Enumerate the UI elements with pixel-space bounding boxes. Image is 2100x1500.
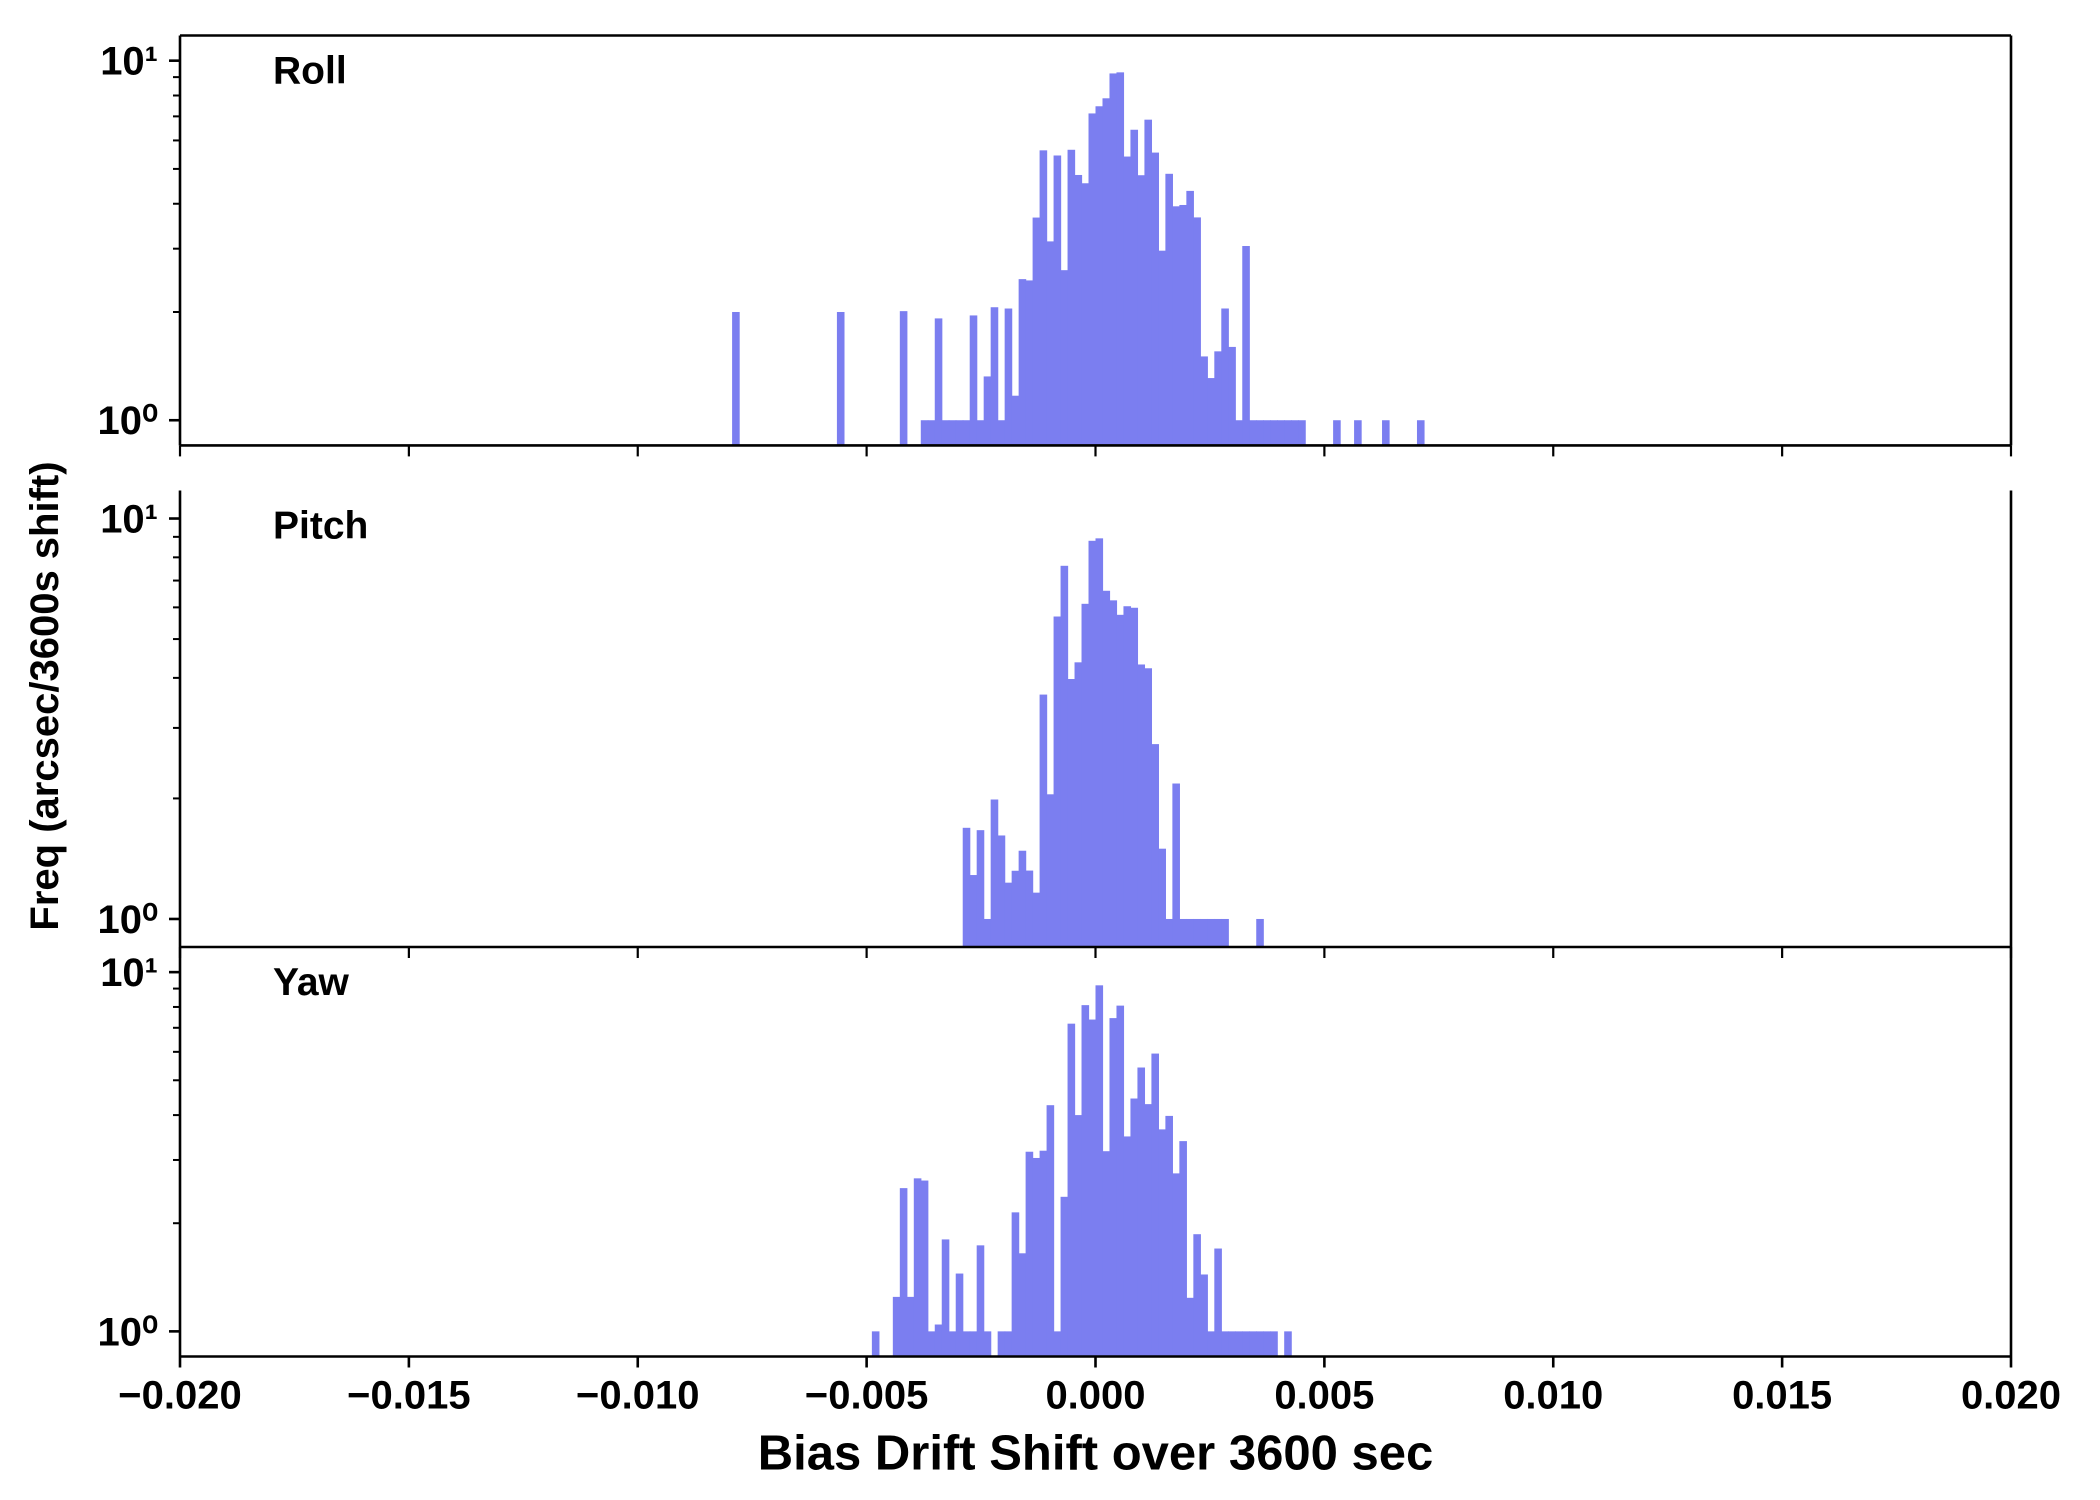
- svg-text:Yaw: Yaw: [273, 961, 350, 1004]
- svg-text:−0.015: −0.015: [347, 1374, 470, 1418]
- svg-text:0.015: 0.015: [1732, 1374, 1832, 1418]
- svg-text:Pitch: Pitch: [273, 505, 368, 548]
- svg-text:Freq (arcsec/3600s shift): Freq (arcsec/3600s shift): [23, 461, 67, 930]
- svg-text:0.010: 0.010: [1503, 1374, 1603, 1418]
- svg-text:0.020: 0.020: [1961, 1374, 2061, 1418]
- svg-text:−0.005: −0.005: [805, 1374, 928, 1418]
- svg-text:10⁰: 10⁰: [97, 1310, 158, 1354]
- svg-text:0.005: 0.005: [1274, 1374, 1374, 1418]
- svg-text:−0.010: −0.010: [576, 1374, 699, 1418]
- svg-text:10⁰: 10⁰: [97, 898, 158, 942]
- svg-text:10⁰: 10⁰: [97, 399, 158, 443]
- svg-text:10¹: 10¹: [100, 498, 158, 542]
- svg-text:0.000: 0.000: [1045, 1374, 1145, 1418]
- svg-text:Roll: Roll: [273, 50, 347, 93]
- svg-text:−0.020: −0.020: [118, 1374, 241, 1418]
- svg-text:10¹: 10¹: [100, 951, 158, 995]
- svg-text:10¹: 10¹: [100, 40, 158, 84]
- svg-text:Bias Drift Shift over 3600 sec: Bias Drift Shift over 3600 sec: [758, 1427, 1433, 1481]
